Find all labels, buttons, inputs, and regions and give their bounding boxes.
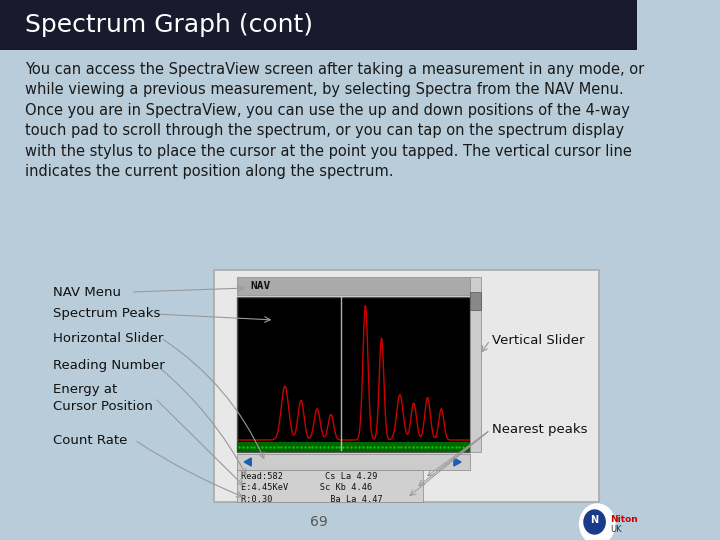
Text: Count Rate: Count Rate [53, 434, 127, 447]
Bar [237, 297, 470, 452]
Circle shape [580, 504, 615, 540]
Bar [0, 0, 637, 50]
Text: Energy at
Cursor Position: Energy at Cursor Position [53, 383, 153, 413]
Text: 69: 69 [310, 515, 328, 529]
Circle shape [584, 510, 606, 534]
Polygon shape [244, 458, 251, 466]
Text: N: N [590, 515, 598, 525]
Bar [470, 292, 482, 310]
Bar [214, 270, 599, 502]
Bar [237, 454, 470, 470]
Text: Reading Number: Reading Number [53, 360, 165, 373]
Text: Read:582        Cs La 4.29
E:4.45KeV      Sc Kb 4.46
R:0.30           Ba La 4.47: Read:582 Cs La 4.29 E:4.45KeV Sc Kb 4.46… [240, 472, 382, 504]
Text: You can access the SpectraView screen after taking a measurement in any mode, or: You can access the SpectraView screen af… [24, 62, 644, 179]
Bar [470, 277, 482, 452]
Bar [237, 470, 423, 502]
Text: NAV: NAV [251, 281, 271, 291]
Text: Spectrum Peaks: Spectrum Peaks [53, 307, 161, 321]
Text: Horizontal Slider: Horizontal Slider [53, 332, 163, 345]
Bar [237, 277, 472, 295]
Polygon shape [454, 458, 461, 466]
Text: Vertical Slider: Vertical Slider [492, 334, 585, 347]
Text: Nearest peaks: Nearest peaks [492, 423, 588, 436]
Text: NAV Menu: NAV Menu [53, 286, 121, 299]
Bar [237, 442, 470, 452]
Text: Niton: Niton [611, 516, 638, 524]
Text: Spectrum Graph (cont): Spectrum Graph (cont) [24, 13, 312, 37]
Text: UK: UK [611, 524, 622, 534]
